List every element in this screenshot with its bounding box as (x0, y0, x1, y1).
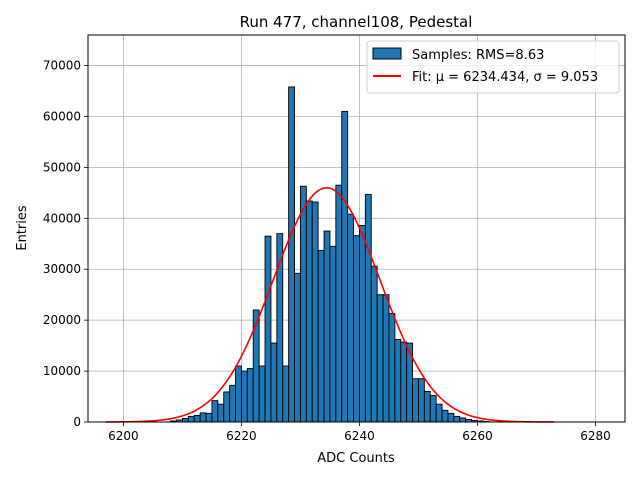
histogram-bar (294, 272, 301, 423)
histogram-bar (311, 201, 319, 423)
histogram-bar (335, 184, 343, 423)
histogram-bars (170, 86, 490, 423)
y-tick-label: 50000 (43, 160, 81, 174)
x-tick-label: 6260 (462, 429, 493, 443)
histogram-bar (288, 86, 295, 423)
legend: Samples: RMS=8.63 Fit: μ = 6234.434, σ =… (366, 40, 620, 94)
histogram-bar (264, 235, 272, 423)
histogram-bar (359, 224, 366, 423)
histogram-bar (435, 403, 443, 423)
histogram-bar (412, 378, 419, 423)
histogram-bar (347, 213, 354, 423)
histogram-bar (329, 245, 337, 423)
x-tick-label: 6220 (226, 429, 257, 443)
histogram-bar (341, 110, 349, 423)
y-tick-label: 60000 (43, 109, 81, 123)
legend-box (366, 40, 620, 94)
histogram-bar (382, 294, 390, 423)
y-tick-label: 70000 (43, 59, 81, 73)
y-tick-label: 40000 (43, 211, 81, 225)
histogram-bar (187, 415, 195, 423)
y-axis-ticks: 0 10000 20000 30000 40000 50000 60000 70000 (43, 59, 88, 429)
histogram-bar (205, 412, 213, 423)
histogram-bar (418, 378, 425, 423)
x-tick-label: 6280 (580, 429, 611, 443)
x-axis-ticks: 6200 6220 6240 6260 6280 (108, 422, 611, 443)
histogram-bar (181, 417, 189, 423)
histogram-bar (305, 200, 313, 423)
histogram-bar (353, 235, 360, 423)
x-tick-label: 6200 (108, 429, 139, 443)
x-tick-label: 6240 (344, 429, 375, 443)
histogram-bar (370, 265, 378, 423)
histogram-bar (364, 193, 372, 423)
histogram-bar (246, 368, 254, 423)
fit-curve-group (105, 186, 555, 423)
histogram-bar (258, 365, 266, 423)
legend-swatch-samples (372, 47, 402, 60)
fit-curve (105, 186, 555, 423)
histogram-bar (223, 391, 231, 423)
chart-title: Run 477, channel108, Pedestal (240, 13, 473, 31)
histogram-bar (240, 370, 248, 423)
histogram-bar (400, 341, 408, 423)
histogram-bar (193, 414, 201, 423)
histogram-bar (270, 342, 278, 423)
histogram-bar (199, 412, 207, 423)
histogram-bar (459, 417, 467, 423)
y-tick-label: 20000 (43, 313, 81, 327)
histogram-bar (429, 395, 437, 423)
histogram-bar (235, 365, 242, 423)
y-tick-label: 30000 (43, 262, 81, 276)
plot-frame (87, 34, 626, 423)
legend-label-samples: Samples: RMS=8.63 (412, 48, 544, 63)
histogram-bar (299, 185, 307, 423)
histogram-bar (394, 339, 402, 423)
histogram-bar (282, 365, 290, 423)
histogram-bar (323, 230, 331, 423)
x-axis-label: ADC Counts (317, 451, 395, 466)
y-tick-label: 0 (73, 415, 81, 429)
histogram-bar (229, 384, 236, 423)
histogram-bar (376, 294, 384, 423)
histogram-bar (423, 390, 431, 423)
histogram-bar (453, 415, 461, 423)
histogram-bar (317, 249, 325, 423)
legend-label-fit: Fit: μ = 6234.434, σ = 9.053 (412, 70, 598, 85)
histogram-bar (388, 313, 396, 423)
histogram-bar (447, 412, 455, 423)
histogram-bar (211, 400, 219, 423)
histogram-bar (217, 403, 225, 423)
y-tick-label: 10000 (43, 364, 81, 378)
y-axis-label: Entries (15, 205, 30, 251)
histogram-bar (441, 409, 449, 423)
